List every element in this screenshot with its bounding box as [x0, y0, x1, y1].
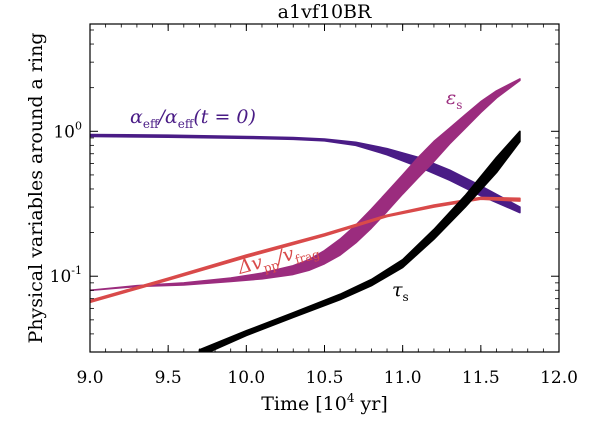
- chart-title: a1vf10BR: [278, 1, 372, 23]
- x-tick-label: 10.5: [306, 368, 344, 388]
- x-axis-label-main: Time [10: [261, 393, 347, 415]
- x-tick-label: 10.0: [227, 368, 265, 388]
- label-dv-ratio-part: frag: [293, 247, 321, 267]
- series-layer: [90, 78, 521, 352]
- label-alpha-ratio-part: /α: [156, 106, 177, 128]
- label-alpha-ratio: αeff/αeff(t = 0): [130, 106, 256, 131]
- label-epsilon-part: ε: [446, 87, 456, 109]
- label-tau-part: s: [403, 290, 409, 304]
- x-tick-label: 9.0: [76, 368, 103, 388]
- label-dv-ratio: Δvpp/vfrag: [235, 236, 322, 282]
- label-epsilon-part: s: [456, 98, 462, 112]
- label-epsilon: εs: [446, 87, 462, 112]
- label-alpha-ratio-part: eff: [143, 117, 160, 131]
- y-tick-base: 10: [50, 267, 72, 287]
- label-alpha-ratio-part: α: [130, 106, 143, 128]
- x-axis-label-tail: yr]: [355, 393, 388, 415]
- label-dv-ratio-part: pp: [262, 258, 281, 276]
- y-axis-label: Physical variables around a ring: [25, 33, 47, 344]
- label-tau: τs: [392, 279, 409, 304]
- x-tick-label: 12.0: [540, 368, 578, 388]
- series-alpha: [90, 133, 521, 214]
- x-tick-label: 9.5: [155, 368, 182, 388]
- x-tick-label: 11.5: [462, 368, 500, 388]
- y-tick-label: 10-1: [50, 264, 82, 287]
- label-tau-part: τ: [392, 279, 403, 301]
- x-axis-label: Time [104 yr]: [261, 391, 388, 415]
- series-tau: [198, 130, 521, 352]
- label-alpha-ratio-part: (t = 0): [193, 106, 256, 128]
- y-tick-exp: 0: [75, 119, 82, 132]
- y-tick-exp: -1: [71, 264, 82, 277]
- y-tick-base: 10: [53, 122, 75, 142]
- x-tick-label: 11.0: [384, 368, 422, 388]
- y-tick-label: 100: [53, 119, 82, 142]
- label-alpha-ratio-part: eff: [178, 117, 195, 131]
- series-dv: [90, 196, 521, 304]
- series-eps: [90, 78, 521, 292]
- x-axis-label-exp: 4: [347, 391, 355, 405]
